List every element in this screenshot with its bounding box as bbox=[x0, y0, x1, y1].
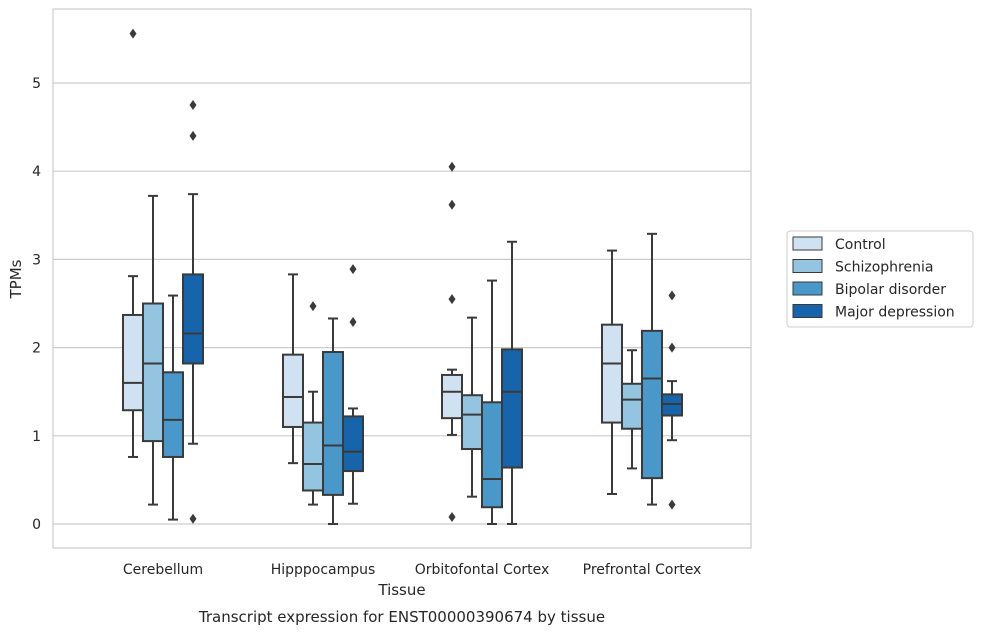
outlier-point bbox=[448, 161, 456, 172]
y-axis-title: TPMs bbox=[7, 259, 25, 299]
box-major-depression bbox=[501, 240, 523, 525]
y-tick-label: 5 bbox=[32, 76, 41, 92]
chart-caption: Transcript expression for ENST0000039067… bbox=[198, 608, 605, 626]
x-tick-label: Orbitofontal Cortex bbox=[415, 562, 550, 578]
box-iqr bbox=[501, 348, 523, 469]
box-iqr bbox=[621, 382, 643, 430]
x-tick-label: Hipppocampus bbox=[271, 562, 376, 578]
box-iqr bbox=[122, 313, 144, 412]
box-iqr bbox=[461, 394, 483, 451]
x-tick-label: Cerebellum bbox=[123, 562, 203, 578]
y-tick-label: 3 bbox=[32, 252, 41, 268]
outlier-point bbox=[448, 294, 456, 305]
plot-area bbox=[52, 8, 752, 549]
legend: Control Schizophrenia Bipolar disorder Majo… bbox=[786, 230, 974, 328]
box-schizophrenia bbox=[302, 301, 324, 506]
box-iqr bbox=[601, 323, 623, 424]
legend-label: Bipolar disorder bbox=[835, 282, 946, 298]
outlier-point bbox=[349, 317, 357, 328]
box-major-depression bbox=[342, 264, 364, 505]
box-iqr bbox=[162, 371, 184, 458]
box-control bbox=[282, 273, 304, 465]
x-tick-labels: Cerebellum Hipppocampus Orbitofontal Corte… bbox=[123, 562, 701, 578]
box-major-depression bbox=[182, 100, 204, 524]
legend-label: Control bbox=[835, 237, 886, 253]
box-iqr bbox=[441, 373, 463, 420]
y-tick-label: 1 bbox=[32, 429, 41, 445]
legend-swatch bbox=[792, 304, 823, 318]
outlier-point bbox=[668, 499, 676, 510]
box-iqr bbox=[641, 329, 663, 480]
outlier-point bbox=[189, 100, 197, 111]
outlier-point bbox=[309, 301, 317, 312]
box-bipolar-disorder bbox=[641, 232, 663, 506]
box-bipolar-disorder bbox=[162, 294, 184, 521]
x-tick-label: Prefrontal Cortex bbox=[583, 562, 702, 578]
outlier-point bbox=[189, 513, 197, 524]
boxes-layer bbox=[122, 28, 683, 525]
x-axis-title: Tissue bbox=[377, 581, 425, 599]
legend-label: Schizophrenia bbox=[835, 260, 933, 276]
box-iqr bbox=[142, 302, 164, 443]
box-major-depression bbox=[661, 290, 683, 510]
box-bipolar-disorder bbox=[481, 279, 503, 525]
legend-label: Major depression bbox=[835, 305, 955, 321]
outlier-point bbox=[448, 511, 456, 522]
box-iqr bbox=[282, 353, 304, 428]
box-bipolar-disorder bbox=[322, 317, 344, 525]
y-tick-labels: 0 1 2 3 4 5 bbox=[32, 76, 41, 533]
box-control bbox=[601, 249, 623, 496]
box-iqr bbox=[182, 273, 204, 365]
outlier-point bbox=[129, 28, 137, 39]
legend-swatch bbox=[792, 259, 823, 273]
box-schizophrenia bbox=[461, 316, 483, 498]
outlier-point bbox=[668, 342, 676, 353]
y-tick-label: 4 bbox=[32, 164, 41, 180]
legend-swatch bbox=[792, 236, 823, 251]
legend-swatch bbox=[792, 281, 823, 296]
y-tick-label: 2 bbox=[32, 341, 41, 357]
legend-frame bbox=[786, 230, 974, 328]
box-iqr bbox=[342, 415, 364, 473]
box-iqr bbox=[481, 401, 503, 509]
outlier-point bbox=[448, 199, 456, 210]
outlier-point bbox=[668, 290, 676, 301]
box-iqr bbox=[322, 351, 344, 496]
outlier-point bbox=[349, 264, 357, 275]
box-iqr bbox=[302, 421, 324, 492]
outlier-point bbox=[189, 130, 197, 141]
y-tick-label: 0 bbox=[32, 517, 41, 533]
